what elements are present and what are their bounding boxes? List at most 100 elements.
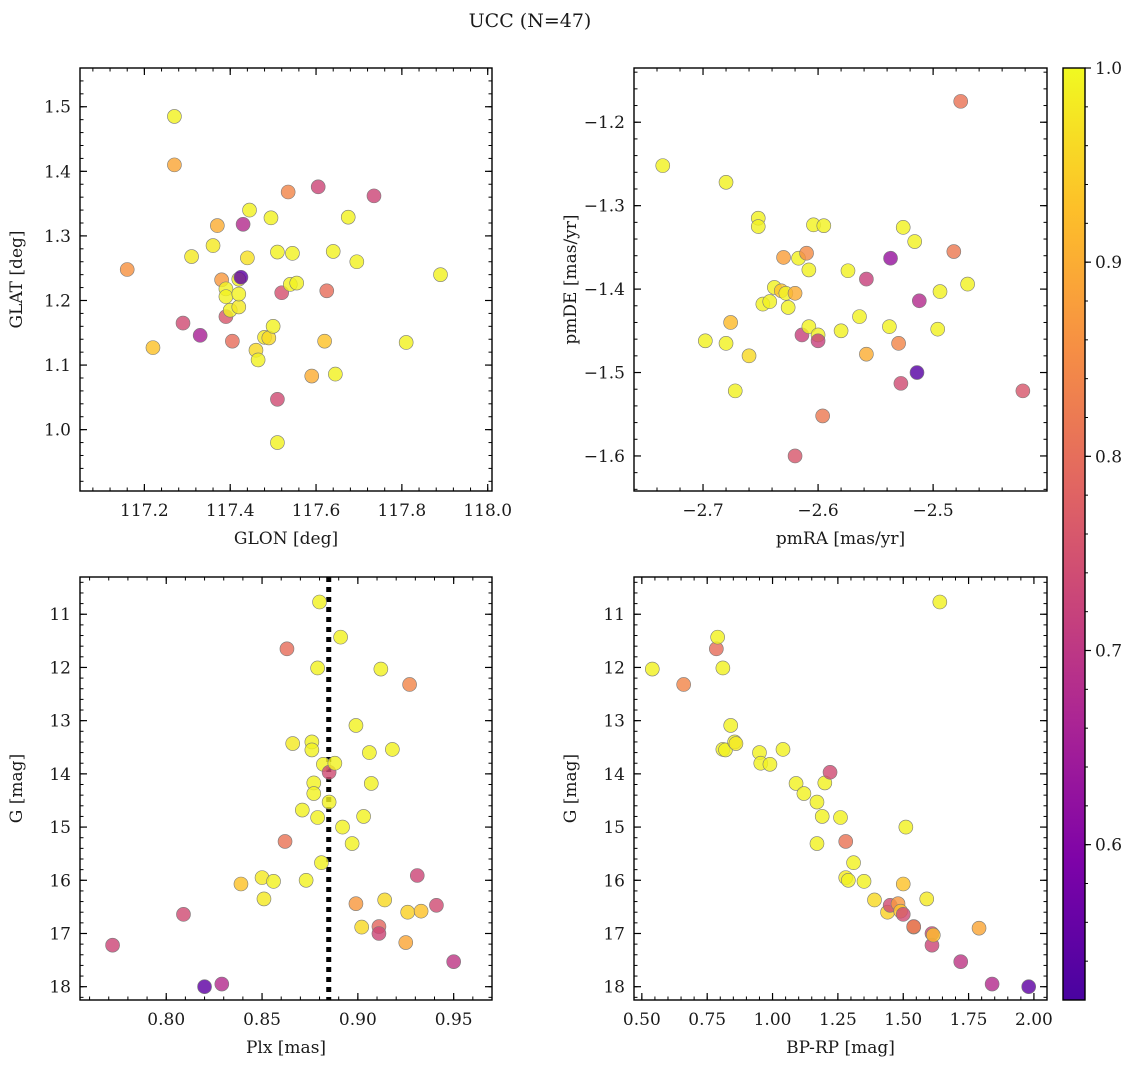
- data-point: [710, 629, 725, 645]
- data-point: [310, 810, 325, 825]
- data-point: [233, 269, 249, 285]
- data-point: [809, 836, 825, 851]
- panel-plx-g: 0.80 0.85 0.90 0.95 11 12 13 14 15 16 17 18 Plx [mas…: [7, 576, 493, 1058]
- data-point: [385, 742, 400, 757]
- data-point: [762, 294, 778, 309]
- data-point: [270, 391, 285, 407]
- data-point: [218, 289, 234, 304]
- data-point: [306, 786, 322, 801]
- data-point: [762, 756, 778, 772]
- data-point: [932, 284, 948, 299]
- data-point: [398, 335, 414, 350]
- data-point: [280, 184, 296, 200]
- data-point: [801, 262, 817, 278]
- data-point: [363, 776, 379, 791]
- data-point: [409, 868, 425, 883]
- y-tick-label: 1.1: [44, 356, 71, 376]
- x-tick-label: 1.75: [950, 1010, 988, 1030]
- x-tick-label: −2.7: [682, 501, 723, 521]
- data-point: [231, 299, 247, 315]
- data-point: [856, 874, 872, 889]
- data-point: [310, 660, 325, 676]
- data-point: [270, 244, 285, 260]
- colorbar-tick-label: 0.9: [1095, 253, 1122, 273]
- x-axis-label: BP-RP [mag]: [786, 1038, 895, 1058]
- y-tick-label: 1.0: [44, 421, 71, 441]
- y-tick-label: 12: [603, 658, 625, 678]
- plot-frame: [633, 67, 1048, 492]
- data-point: [348, 718, 364, 733]
- x-tick-label: 0.50: [623, 1010, 661, 1030]
- data-point: [304, 742, 320, 758]
- data-point: [919, 891, 935, 907]
- data-point: [319, 283, 335, 299]
- data-point: [867, 892, 882, 908]
- colorbar-tick-label: 1.0: [1095, 59, 1122, 79]
- data-point: [718, 336, 734, 351]
- data-point: [373, 661, 389, 677]
- data-point: [356, 809, 371, 824]
- y-tick-label: 13: [49, 712, 71, 732]
- x-tick-label: 0.75: [688, 1010, 726, 1030]
- data-point: [314, 855, 329, 871]
- data-point: [105, 937, 120, 953]
- data-point: [676, 677, 691, 692]
- data-point: [644, 661, 660, 677]
- data-point: [898, 819, 914, 835]
- colorbar-tick-label: 0.7: [1095, 642, 1122, 662]
- data-point: [327, 755, 343, 771]
- colorbar-tick-label: 0.8: [1095, 447, 1122, 467]
- ticks: 0.80 0.85 0.90 0.95 11 12 13 14 15 16 17 18: [49, 577, 492, 1030]
- data-point: [838, 834, 854, 849]
- data-point: [321, 794, 337, 810]
- x-tick-label: 117.8: [378, 501, 427, 521]
- data-points: [644, 594, 1037, 994]
- data-point: [176, 907, 191, 922]
- data-point: [852, 309, 867, 324]
- y-tick-label: 1.3: [44, 227, 71, 247]
- y-tick-label: 1.5: [44, 98, 71, 118]
- data-point: [240, 250, 255, 266]
- x-tick-label: −2.5: [912, 501, 953, 521]
- data-point: [895, 907, 911, 922]
- data-point: [883, 250, 898, 266]
- data-point: [340, 209, 356, 225]
- data-point: [816, 218, 832, 233]
- data-point: [727, 383, 743, 399]
- data-point: [325, 244, 341, 259]
- panel-bprp-g: 0.50 0.75 1.00 1.25 1.50 1.75 2.00 11 12 13 14 15 16…: [561, 576, 1053, 1058]
- data-point: [815, 408, 830, 424]
- x-axis-label: pmRA [mas/yr]: [776, 529, 905, 549]
- x-tick-label: 117.6: [292, 501, 341, 521]
- data-point: [402, 677, 417, 692]
- data-point: [859, 346, 874, 362]
- data-points: [105, 594, 461, 994]
- data-point: [429, 897, 444, 913]
- data-point: [377, 892, 392, 908]
- x-tick-label: 0.85: [243, 1010, 281, 1030]
- y-tick-label: 14: [603, 765, 625, 785]
- data-point: [362, 745, 377, 760]
- y-tick-label: 14: [49, 765, 71, 785]
- data-point: [119, 262, 135, 277]
- y-axis-label: G [mag]: [561, 754, 581, 823]
- colorbar: 0.6 0.7 0.8 0.9 1.0: [1062, 59, 1122, 1001]
- y-tick-label: 18: [49, 978, 71, 998]
- data-point: [175, 315, 191, 331]
- y-tick-label: 17: [603, 924, 625, 944]
- data-point: [205, 238, 221, 253]
- y-tick-label: 1.4: [44, 162, 71, 182]
- plot-frame: [633, 576, 1048, 1001]
- data-point: [810, 333, 826, 349]
- data-point: [231, 286, 247, 302]
- data-point: [304, 368, 320, 384]
- x-tick-label: 117.4: [206, 501, 255, 521]
- data-point: [285, 736, 301, 751]
- colorbar-tick-label: 0.6: [1095, 836, 1122, 856]
- data-point: [1015, 383, 1031, 399]
- x-tick-label: 0.90: [339, 1010, 377, 1030]
- x-tick-label: 1.00: [754, 1010, 792, 1030]
- data-point: [882, 319, 897, 334]
- data-point: [840, 263, 856, 279]
